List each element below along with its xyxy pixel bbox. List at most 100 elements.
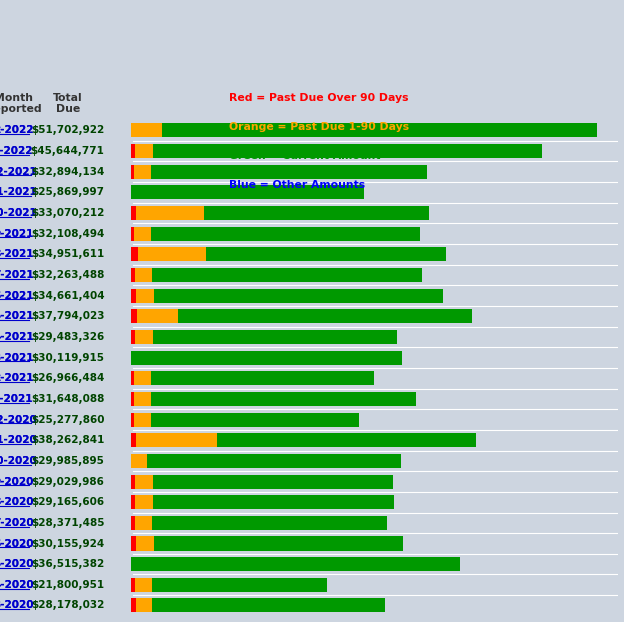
Text: $28,178,032: $28,178,032: [31, 600, 104, 610]
Text: $25,277,860: $25,277,860: [31, 415, 104, 425]
Bar: [150, 392, 416, 406]
Bar: [150, 165, 427, 179]
Text: $33,070,212: $33,070,212: [31, 208, 104, 218]
Text: Month
Reported: Month Reported: [0, 93, 42, 114]
Text: 1-2022: 1-2022: [0, 146, 34, 156]
Bar: [131, 412, 134, 427]
Bar: [135, 330, 154, 344]
Text: $28,371,485: $28,371,485: [31, 518, 104, 528]
Text: $32,263,488: $32,263,488: [31, 270, 104, 280]
Bar: [204, 206, 429, 220]
Bar: [136, 598, 152, 613]
Text: $34,661,404: $34,661,404: [31, 290, 104, 300]
Bar: [131, 598, 136, 613]
Text: 10-2020: 10-2020: [0, 456, 37, 466]
Text: 11-2020: 11-2020: [0, 435, 37, 445]
Bar: [131, 578, 135, 592]
Text: 5-2021: 5-2021: [0, 312, 34, 322]
Text: 5-2021: 5-2021: [0, 312, 34, 322]
Text: $29,985,895: $29,985,895: [31, 456, 104, 466]
Bar: [135, 578, 152, 592]
Text: $37,794,023: $37,794,023: [31, 312, 104, 322]
Bar: [154, 475, 392, 488]
Text: $25,869,997: $25,869,997: [31, 187, 104, 197]
Text: 9-2021: 9-2021: [0, 229, 34, 239]
Text: 5-2020: 5-2020: [0, 559, 34, 569]
Bar: [131, 206, 136, 220]
Bar: [131, 454, 147, 468]
Bar: [131, 371, 134, 385]
Bar: [135, 516, 152, 530]
Text: 8-2020: 8-2020: [0, 497, 34, 507]
Bar: [154, 495, 394, 509]
Bar: [131, 475, 135, 488]
Text: 7-2021: 7-2021: [0, 270, 34, 280]
Text: Orange = Past Due 1-90 Days: Orange = Past Due 1-90 Days: [228, 122, 409, 132]
Bar: [134, 371, 150, 385]
Text: 9-2021: 9-2021: [0, 229, 34, 239]
Bar: [134, 392, 150, 406]
Bar: [131, 351, 402, 364]
Text: $30,119,915: $30,119,915: [31, 353, 104, 363]
Text: 2-2022: 2-2022: [0, 126, 34, 136]
Bar: [162, 123, 597, 137]
Bar: [131, 433, 136, 447]
Text: 8-2021: 8-2021: [0, 249, 34, 259]
Text: $21,800,951: $21,800,951: [31, 580, 104, 590]
Bar: [137, 309, 178, 323]
Bar: [136, 433, 217, 447]
Bar: [135, 144, 154, 158]
Text: $51,702,922: $51,702,922: [31, 126, 104, 136]
Bar: [217, 433, 476, 447]
Text: 9-2020: 9-2020: [0, 476, 34, 486]
Text: 3-2020: 3-2020: [0, 600, 34, 610]
Bar: [131, 537, 136, 550]
Bar: [134, 226, 150, 241]
Bar: [131, 309, 137, 323]
Bar: [131, 185, 364, 200]
Bar: [154, 537, 402, 550]
Text: 6-2020: 6-2020: [0, 539, 34, 549]
Text: 7-2020: 7-2020: [0, 518, 34, 528]
Text: 12-2020: 12-2020: [0, 415, 37, 425]
Bar: [134, 165, 150, 179]
Text: 1-2022: 1-2022: [0, 146, 34, 156]
Bar: [152, 598, 385, 613]
Bar: [206, 248, 446, 261]
Bar: [134, 412, 150, 427]
Text: $29,165,606: $29,165,606: [31, 497, 104, 507]
Text: 2-2022: 2-2022: [0, 126, 34, 136]
Text: 4-2020: 4-2020: [0, 580, 34, 590]
Bar: [131, 226, 134, 241]
Bar: [152, 516, 387, 530]
Text: 6-2021: 6-2021: [0, 290, 34, 300]
Bar: [135, 268, 152, 282]
Text: $30,155,924: $30,155,924: [31, 539, 104, 549]
Text: 9-2020: 9-2020: [0, 476, 34, 486]
Text: 12-2021: 12-2021: [0, 167, 37, 177]
Bar: [131, 144, 135, 158]
Bar: [138, 248, 206, 261]
Text: Blue = Other Amounts: Blue = Other Amounts: [228, 180, 364, 190]
Text: $29,483,326: $29,483,326: [31, 332, 104, 342]
Bar: [152, 578, 328, 592]
Text: $38,262,841: $38,262,841: [31, 435, 104, 445]
Text: 11-2020: 11-2020: [0, 435, 37, 445]
Bar: [154, 330, 397, 344]
Bar: [135, 475, 154, 488]
Text: 6-2021: 6-2021: [0, 290, 34, 300]
Bar: [131, 557, 460, 571]
Bar: [131, 392, 134, 406]
Text: 5-2020: 5-2020: [0, 559, 34, 569]
Bar: [150, 412, 359, 427]
Bar: [178, 309, 472, 323]
Text: 11-2021: 11-2021: [0, 187, 37, 197]
Text: $29,029,986: $29,029,986: [31, 476, 104, 486]
Text: Total
Due: Total Due: [53, 93, 82, 114]
Text: Green = Current Amount: Green = Current Amount: [228, 151, 380, 160]
Text: $34,951,611: $34,951,611: [31, 249, 104, 259]
Bar: [131, 248, 138, 261]
Bar: [135, 495, 154, 509]
Text: 10-2021: 10-2021: [0, 208, 37, 218]
Text: 10-2021: 10-2021: [0, 208, 37, 218]
